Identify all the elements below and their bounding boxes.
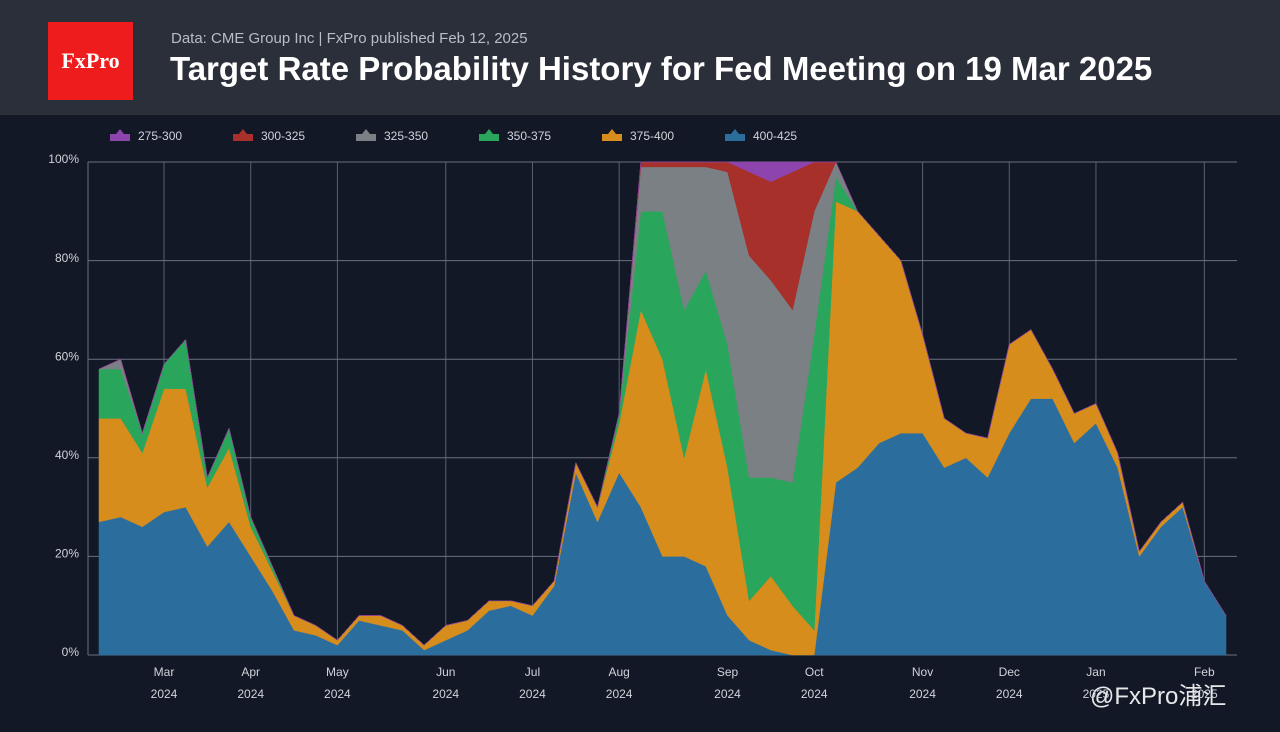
legend-marker xyxy=(602,129,622,141)
legend-label: 300-325 xyxy=(261,129,305,143)
area xyxy=(98,161,1227,646)
subtitle: Data: CME Group Inc | FxPro published Fe… xyxy=(171,30,528,47)
legend-marker xyxy=(479,129,499,141)
x-tick-label: Mar 2024 xyxy=(150,665,178,701)
x-tick-label: Jul 2024 xyxy=(519,665,546,701)
logo: FxPro xyxy=(48,22,133,100)
watermark: @FxPro浦汇 xyxy=(1090,683,1227,710)
y-tick-label: 80% xyxy=(55,251,79,265)
x-tick-label: Aug 2024 xyxy=(605,665,633,701)
legend-label: 350-375 xyxy=(507,129,551,143)
y-tick-label: 60% xyxy=(55,349,79,363)
x-tick-label: Nov 2024 xyxy=(909,665,936,701)
legend-label: 375-400 xyxy=(630,129,674,143)
legend-marker xyxy=(725,129,745,141)
header: FxPro Data: CME Group Inc | FxPro publis… xyxy=(0,0,1280,115)
y-tick-label: 40% xyxy=(55,448,79,462)
x-tick-label: Dec 2024 xyxy=(995,665,1023,701)
legend-marker xyxy=(110,129,130,141)
x-tick-label: Feb 2025 xyxy=(1190,665,1218,701)
x-tick-label: Oct 2024 xyxy=(800,665,828,701)
x-tick-label: Apr 2024 xyxy=(237,665,265,701)
x-tick-label: Jun 2024 xyxy=(432,665,460,701)
legend-label: 400-425 xyxy=(753,129,797,143)
x-tick-label: Sep 2024 xyxy=(714,665,741,701)
y-tick-label: 0% xyxy=(62,645,80,659)
legend-label: 275-300 xyxy=(138,129,182,143)
legend-marker xyxy=(233,129,253,141)
legend-marker xyxy=(356,129,376,141)
y-tick-label: 20% xyxy=(55,547,79,561)
x-tick-label: May 2024 xyxy=(324,665,351,701)
y-tick-label: 100% xyxy=(48,152,79,166)
chart-title: Target Rate Probability History for Fed … xyxy=(170,50,1153,87)
x-tick-label: Jan 2025 xyxy=(1082,665,1110,701)
legend-label: 325-350 xyxy=(384,129,428,143)
